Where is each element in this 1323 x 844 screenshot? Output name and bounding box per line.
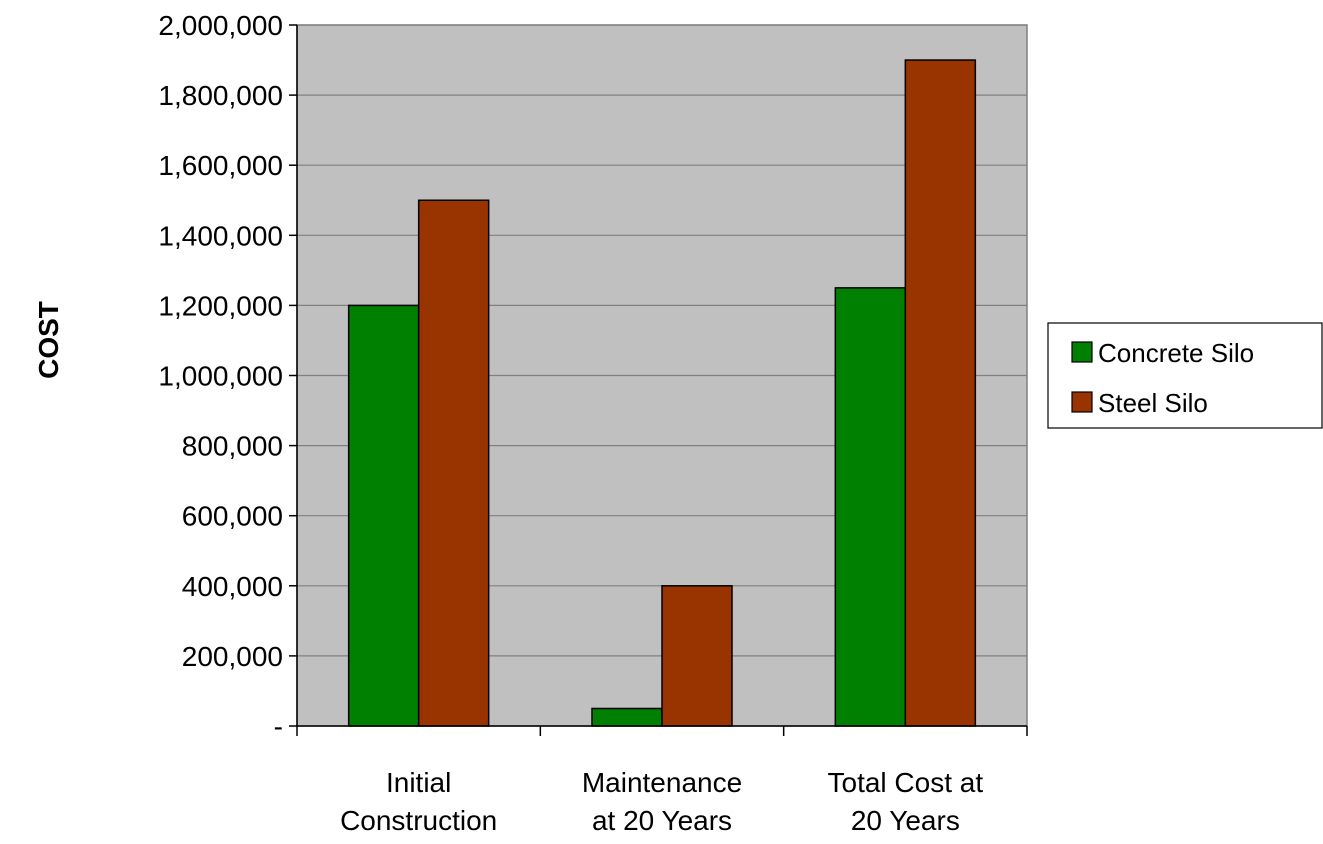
y-tick-label: 1,200,000	[158, 290, 283, 321]
legend-label: Steel Silo	[1098, 388, 1208, 418]
x-category-label: Total Cost at 20 Years	[828, 767, 984, 836]
bar-steel-silo	[904, 59, 977, 727]
legend: Concrete Silo Steel Silo	[1047, 322, 1323, 429]
y-tick-label: -	[274, 711, 283, 742]
y-tick-label: 1,600,000	[158, 150, 283, 181]
y-tick-label: 1,400,000	[158, 220, 283, 251]
legend-label: Concrete Silo	[1098, 338, 1254, 368]
y-tick-label: 200,000	[182, 641, 283, 672]
y-tick-label: 1,000,000	[158, 361, 283, 392]
x-category-label: Initial Construction	[340, 767, 497, 836]
axes	[289, 24, 1028, 736]
y-tick-label: 2,000,000	[158, 10, 283, 41]
y-tick-labels: - 200,000 400,000 600,000 800,000 1,000,000 1,…	[158, 10, 283, 742]
y-tick-label: 1,800,000	[158, 80, 283, 111]
bar-concrete-silo	[591, 707, 663, 727]
y-tick-label: 400,000	[182, 571, 283, 602]
bar-concrete-silo	[834, 287, 907, 727]
y-tick-label: 800,000	[182, 431, 283, 462]
y-axis-label: COST	[33, 301, 64, 379]
legend-swatch	[1071, 391, 1093, 413]
x-category-label: Maintenance at 20 Years	[582, 767, 742, 836]
legend-box	[1047, 322, 1323, 429]
bar-steel-silo	[417, 199, 490, 727]
x-category-labels: Initial Construction Maintenance at 20 Year…	[340, 767, 983, 836]
bar-concrete-silo	[347, 304, 420, 727]
bar-steel-silo	[661, 585, 733, 727]
y-tick-label: 600,000	[182, 501, 283, 532]
legend-swatch	[1071, 341, 1093, 363]
